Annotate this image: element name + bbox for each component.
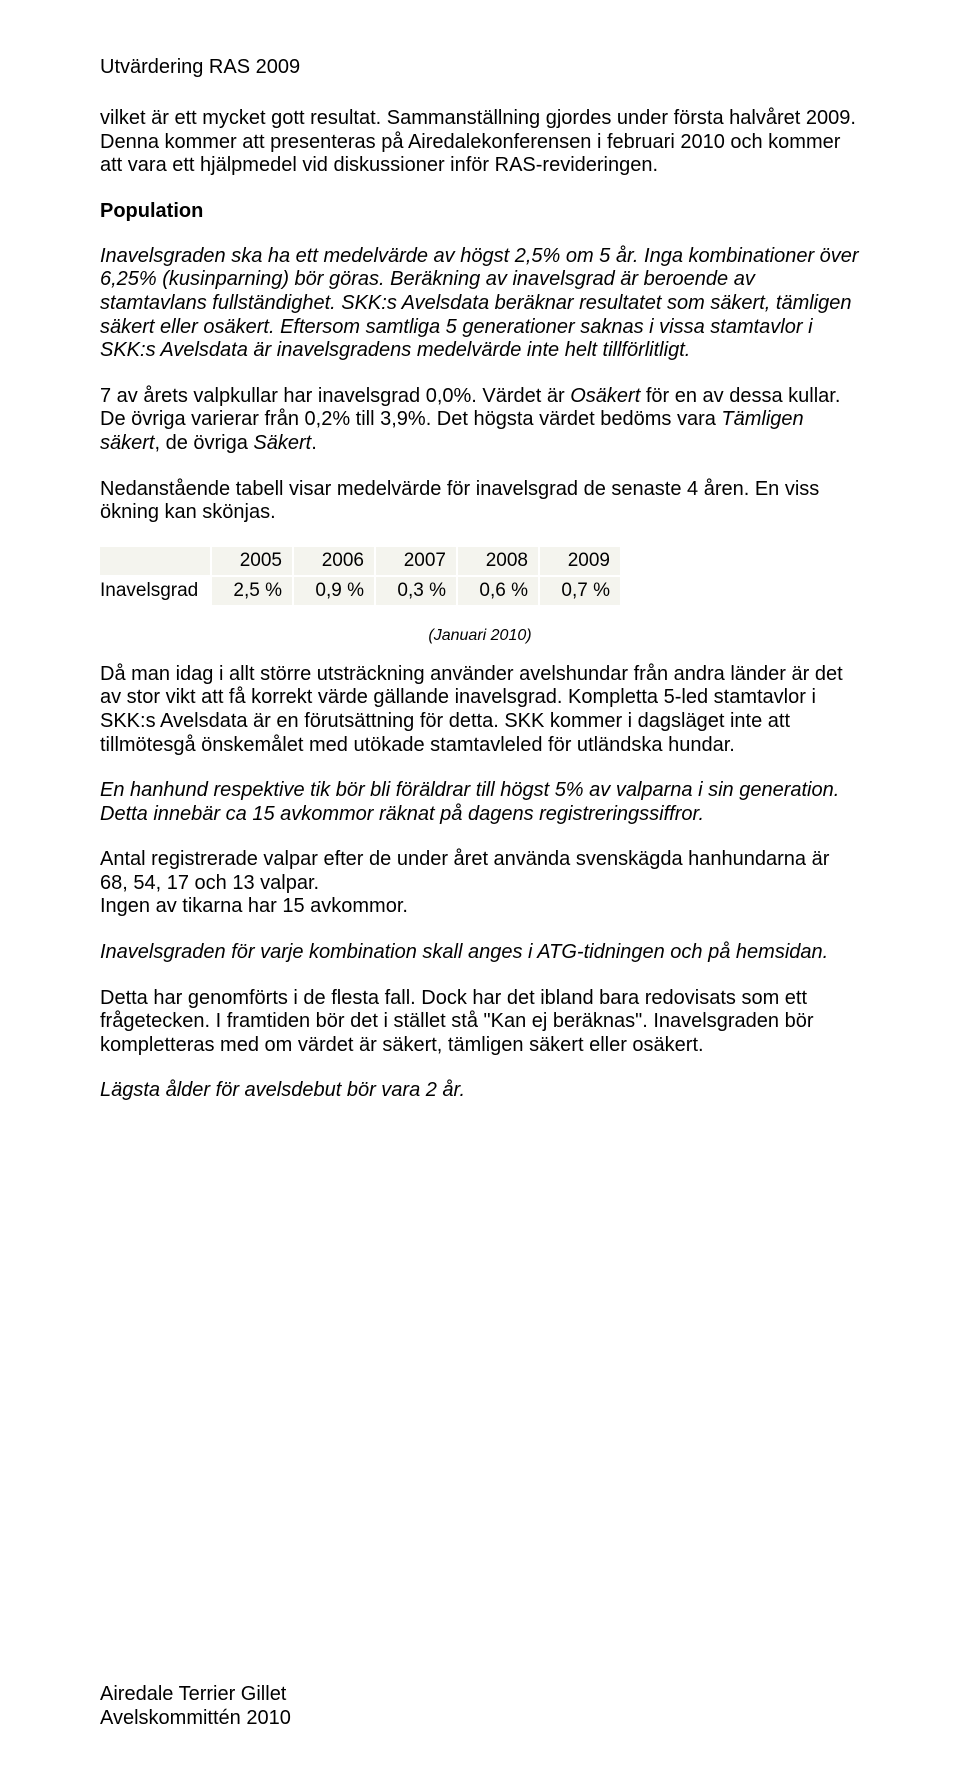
table-header-year: 2009 xyxy=(539,547,621,576)
table-cell-blank xyxy=(100,547,211,576)
page-footer: Airedale Terrier Gillet Avelskommittén 2… xyxy=(100,1682,291,1730)
text-run-italic: Säkert xyxy=(253,432,311,454)
table-caption: (Januari 2010) xyxy=(100,627,860,645)
paragraph-publish-followup: Detta har genomförts i de flesta fall. D… xyxy=(100,987,860,1058)
paragraph-publish-rule: Inavelsgraden för varje kombination skal… xyxy=(100,941,860,965)
table-header-year: 2008 xyxy=(457,547,539,576)
table-header-year: 2005 xyxy=(211,547,293,576)
table-cell-value: 0,3 % xyxy=(375,576,457,606)
paragraph-registered: Antal registrerade valpar efter de under… xyxy=(100,848,860,919)
table-cell-value: 0,6 % xyxy=(457,576,539,606)
footer-line-2: Avelskommittén 2010 xyxy=(100,1707,291,1729)
paragraph-min-age: Lägsta ålder för avelsdebut bör vara 2 å… xyxy=(100,1079,860,1103)
text-run: 7 av årets valpkullar har inavelsgrad 0,… xyxy=(100,385,570,407)
text-run: , de övriga xyxy=(154,432,253,454)
page-header: Utvärdering RAS 2009 xyxy=(100,56,860,79)
text-run-italic: Osäkert xyxy=(570,385,640,407)
text-run: Ingen av tikarna har 15 avkommor. xyxy=(100,895,408,917)
heading-population: Population xyxy=(100,200,860,223)
table-cell-value: 0,9 % xyxy=(293,576,375,606)
text-run: Antal registrerade valpar efter de under… xyxy=(100,848,829,894)
table-row: 2005 2006 2007 2008 2009 xyxy=(100,547,621,576)
text-run: för en av dessa kullar. xyxy=(640,385,840,407)
footer-line-1: Airedale Terrier Gillet xyxy=(100,1683,286,1705)
text-run: . xyxy=(311,432,317,454)
paragraph-foreign-dogs: Då man idag i allt större utsträckning a… xyxy=(100,663,860,757)
paragraph-parent-limit: En hanhund respektive tik bör bli föräld… xyxy=(100,779,860,826)
paragraph-litters: 7 av årets valpkullar har inavelsgrad 0,… xyxy=(100,385,860,456)
table-cell-value: 0,7 % xyxy=(539,576,621,606)
table-cell-value: 2,5 % xyxy=(211,576,293,606)
inbreeding-table: 2005 2006 2007 2008 2009 Inavelsgrad 2,5… xyxy=(100,547,860,607)
table-row: Inavelsgrad 2,5 % 0,9 % 0,3 % 0,6 % 0,7 … xyxy=(100,576,621,606)
paragraph-table-intro: Nedanstående tabell visar medelvärde för… xyxy=(100,478,860,525)
table-header-year: 2007 xyxy=(375,547,457,576)
paragraph-intro: vilket är ett mycket gott resultat. Samm… xyxy=(100,107,860,178)
table-header-year: 2006 xyxy=(293,547,375,576)
paragraph-population-goal: Inavelsgraden ska ha ett medelvärde av h… xyxy=(100,245,860,363)
text-run: De övriga varierar från 0,2% till 3,9%. … xyxy=(100,408,721,430)
table-row-label: Inavelsgrad xyxy=(100,576,211,606)
